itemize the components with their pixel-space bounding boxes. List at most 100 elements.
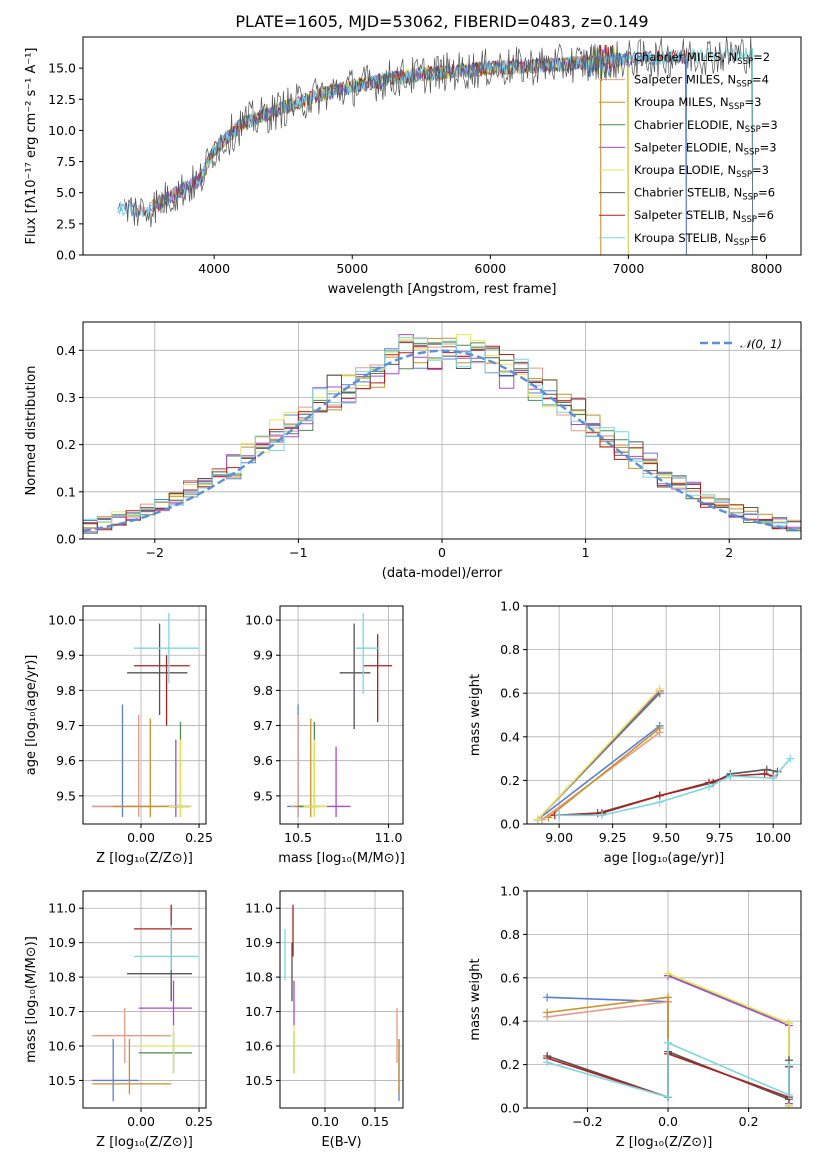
y-tick-label: 10.8 bbox=[245, 970, 273, 985]
x-tick-label: 0.00 bbox=[127, 1114, 155, 1129]
axes-decoration: 0.10 0.15 10.5 10.6 10.7 10.8 10.9 11.0 E(B-V) bbox=[245, 890, 404, 1150]
y-tick-label: 9.6 bbox=[56, 753, 76, 768]
x-axis-label: Z [log₁₀(Z/Z⊙)] bbox=[96, 1135, 193, 1150]
y-tick-label: 0.1 bbox=[56, 484, 76, 499]
axes-decoration: −2 −1 0 1 2 0.0 0.1 0.2 0.3 0.4 (data-model)/error… bbox=[24, 321, 802, 581]
y-tick-label: 10.0 bbox=[48, 613, 76, 628]
errorbar-point-8 bbox=[134, 925, 200, 971]
y-tick-label: 15.0 bbox=[48, 61, 76, 76]
axes-frame bbox=[82, 605, 207, 825]
y-tick-label: 0.6 bbox=[500, 686, 520, 701]
plot-area bbox=[92, 613, 200, 817]
errorbar-point-1 bbox=[290, 715, 317, 817]
weight-marker bbox=[655, 724, 664, 733]
x-tick-label: −1 bbox=[289, 545, 307, 560]
weight-line bbox=[547, 1000, 669, 1098]
axes-frame bbox=[82, 36, 802, 256]
weight-marker bbox=[597, 811, 606, 820]
errorbar-point-3 bbox=[138, 1032, 193, 1074]
panel-residuals bbox=[83, 322, 801, 540]
plot-area bbox=[117, 37, 754, 255]
errorbar-point-7 bbox=[134, 655, 190, 726]
weight-line bbox=[667, 974, 790, 1104]
x-axis-label: (data-model)/error bbox=[382, 566, 503, 581]
axes-decoration: 0.00 0.25 9.5 9.6 9.7 9.8 9.9 10.0 Z [log₁₀(Z/Z⊙… bbox=[24, 605, 213, 866]
x-tick-label: 10.5 bbox=[284, 830, 312, 845]
errorbar-point-1 bbox=[92, 715, 183, 817]
y-axis-label: mass [log₁₀(M/M⊙)] bbox=[24, 936, 39, 1063]
errorbar-point-2 bbox=[92, 1039, 172, 1095]
legend-entry-5: Kroupa ELODIE, NSSP=3 bbox=[634, 163, 769, 180]
errorbar-point-8 bbox=[134, 613, 200, 684]
y-tick-label: 0.4 bbox=[500, 729, 520, 744]
axes-frame bbox=[82, 890, 207, 1109]
x-tick-label: −0.2 bbox=[572, 1114, 602, 1129]
weight-line bbox=[537, 725, 661, 821]
y-tick-label: 9.9 bbox=[56, 648, 76, 663]
y-tick-label: 0.2 bbox=[500, 773, 520, 788]
weight-series-5 bbox=[533, 684, 664, 824]
x-tick-label: 0.00 bbox=[127, 830, 155, 845]
axes-frame bbox=[526, 890, 802, 1109]
errorbar-point-6 bbox=[339, 623, 371, 730]
x-tick-label: 4000 bbox=[198, 261, 230, 276]
spectrum-line-6 bbox=[124, 37, 754, 255]
y-tick-label: 0.2 bbox=[56, 437, 76, 452]
y-tick-label: 9.5 bbox=[253, 788, 273, 803]
y-tick-label: 0.0 bbox=[500, 1101, 520, 1116]
grid bbox=[83, 606, 206, 824]
x-tick-label: 9.25 bbox=[599, 830, 627, 845]
x-tick-label: 0.10 bbox=[311, 1114, 339, 1129]
weight-marker bbox=[704, 782, 713, 791]
panel-massweight-vs-Z bbox=[527, 890, 801, 1109]
y-tick-label: 12.5 bbox=[48, 92, 76, 107]
weight-marker bbox=[655, 684, 664, 693]
errorbar-point-7 bbox=[134, 904, 193, 957]
y-tick-label: 9.8 bbox=[56, 683, 76, 698]
errorbar-point-5 bbox=[168, 739, 193, 817]
x-tick-label: 11.0 bbox=[375, 830, 403, 845]
x-axis-label: age [log₁₀(age/yr)] bbox=[604, 851, 725, 866]
legend-entry-normal: 𝒩(0, 1) bbox=[740, 337, 782, 351]
y-tick-label: 0.2 bbox=[500, 1057, 520, 1072]
axes-frame bbox=[279, 890, 404, 1109]
panel-age-vs-mass bbox=[280, 606, 403, 824]
errorbar-point-2 bbox=[113, 718, 190, 817]
y-tick-label: 9.5 bbox=[56, 788, 76, 803]
plot-area bbox=[543, 969, 793, 1108]
weight-marker bbox=[762, 765, 771, 774]
y-tick-label: 7.5 bbox=[56, 154, 76, 169]
weight-marker bbox=[769, 774, 778, 783]
errorbar-point-6 bbox=[127, 623, 188, 715]
errorbar-point-1 bbox=[92, 1008, 172, 1064]
weight-line bbox=[537, 688, 661, 821]
weight-marker bbox=[726, 772, 735, 781]
weight-marker bbox=[664, 969, 673, 978]
x-axis-label: wavelength [Angstrom, rest frame] bbox=[328, 282, 557, 297]
grid bbox=[83, 891, 206, 1108]
plot-area bbox=[284, 904, 400, 1102]
x-tick-label: 7000 bbox=[612, 261, 644, 276]
weight-line bbox=[547, 996, 669, 1098]
y-axis-label: Normed distribution bbox=[24, 366, 39, 496]
weight-marker bbox=[543, 993, 552, 1002]
weight-marker bbox=[533, 815, 542, 824]
axes-decoration: 10.5 11.0 9.5 9.6 9.7 9.8 9.9 10.0 mass [log₁₀(M… bbox=[245, 605, 405, 866]
y-tick-label: 0.4 bbox=[56, 343, 76, 358]
x-tick-label: 0 bbox=[438, 545, 446, 560]
y-tick-label: 0.4 bbox=[500, 1014, 520, 1029]
y-tick-label: 10.0 bbox=[245, 613, 273, 628]
y-axis-label: mass weight bbox=[468, 958, 483, 1040]
x-tick-label: 6000 bbox=[474, 261, 506, 276]
errorbar-point-5 bbox=[138, 1025, 193, 1074]
weight-marker bbox=[664, 1038, 673, 1047]
x-tick-label: 0.25 bbox=[185, 1114, 213, 1129]
y-axis-label: Flux [fλ10⁻¹⁷ erg cm⁻² s⁻¹ A⁻¹] bbox=[24, 48, 39, 245]
plot-area bbox=[83, 334, 801, 539]
axes-decoration: −0.2 0.0 0.2 0.0 0.2 0.4 0.6 0.8 1.0 Z [log₁₀(Z/Z… bbox=[468, 884, 802, 1150]
panel-massweight-vs-age bbox=[527, 605, 801, 825]
x-axis-label: E(B-V) bbox=[321, 1135, 361, 1150]
errorbar-point-3 bbox=[298, 722, 328, 817]
errorbar-point-8 bbox=[355, 613, 380, 694]
